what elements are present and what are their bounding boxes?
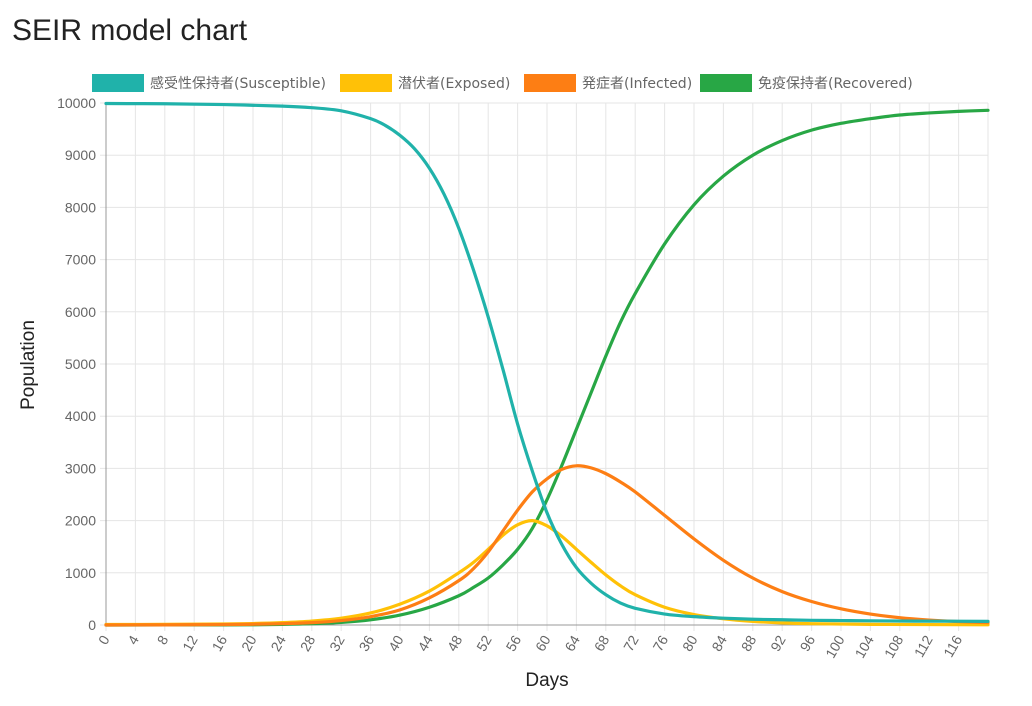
y-tick-label: 7000 xyxy=(65,252,96,268)
legend-item-susceptible[interactable]: 感受性保持者(Susceptible) xyxy=(92,74,326,92)
y-tick-label: 4000 xyxy=(65,408,96,424)
x-tick-label: 100 xyxy=(822,632,848,660)
legend-item-exposed[interactable]: 潜伏者(Exposed) xyxy=(340,74,510,92)
y-tick-label: 0 xyxy=(88,617,96,633)
series-line-recovered xyxy=(104,108,990,627)
x-tick-label: 84 xyxy=(708,632,730,654)
legend: 感受性保持者(Susceptible) 潜伏者(Exposed) 発症者(Infec… xyxy=(92,74,913,92)
y-tick-label: 10000 xyxy=(57,95,96,111)
legend-label: 感受性保持者(Susceptible) xyxy=(150,75,326,92)
series-line-susceptible xyxy=(104,101,990,623)
legend-label: 免疫保持者(Recovered) xyxy=(758,76,913,92)
x-tick-label: 56 xyxy=(503,632,525,654)
x-tick-label: 44 xyxy=(414,632,436,654)
x-tick-label: 16 xyxy=(209,632,231,654)
x-tick-label: 28 xyxy=(297,632,319,654)
legend-swatch xyxy=(92,74,144,92)
x-tick-label: 72 xyxy=(620,632,642,654)
x-tick-label: 104 xyxy=(851,632,877,660)
y-tick-label: 5000 xyxy=(65,356,96,372)
legend-swatch xyxy=(524,74,576,92)
x-tick-label: 96 xyxy=(797,632,819,654)
x-tick-label: 112 xyxy=(911,632,936,660)
y-tick-label: 6000 xyxy=(65,304,96,320)
legend-item-infected[interactable]: 発症者(Infected) xyxy=(524,74,692,92)
y-tick-label: 1000 xyxy=(65,565,96,581)
legend-label: 発症者(Infected) xyxy=(582,76,692,92)
legend-label: 潜伏者(Exposed) xyxy=(398,76,510,92)
y-tick-label: 9000 xyxy=(65,147,96,163)
x-tick-label: 92 xyxy=(767,632,789,654)
x-tick-label: 60 xyxy=(532,632,554,654)
legend-swatch xyxy=(340,74,392,92)
x-tick-label: 116 xyxy=(940,632,965,660)
x-tick-label: 80 xyxy=(679,632,701,654)
grid-lines xyxy=(100,102,989,631)
x-tick-label: 12 xyxy=(179,632,201,654)
y-tick-label: 3000 xyxy=(65,460,96,476)
legend-item-recovered[interactable]: 免疫保持者(Recovered) xyxy=(700,74,913,92)
x-tick-label: 36 xyxy=(356,632,378,654)
x-tick-label: 48 xyxy=(444,632,466,654)
x-tick-label: 64 xyxy=(561,632,583,654)
legend-swatch xyxy=(700,74,752,92)
x-tick-label: 88 xyxy=(738,632,760,654)
series-lines xyxy=(104,101,990,627)
x-tick-label: 20 xyxy=(238,632,260,654)
x-tick-label: 4 xyxy=(124,632,142,647)
x-tick-label: 24 xyxy=(267,632,289,654)
x-tick-label: 52 xyxy=(473,632,495,654)
x-tick-label: 32 xyxy=(326,632,348,654)
x-tick-label: 40 xyxy=(385,632,407,654)
y-tick-label: 2000 xyxy=(65,513,96,529)
x-tick-label: 76 xyxy=(650,632,672,654)
y-tick-label: 8000 xyxy=(65,199,96,215)
page-title: SEIR model chart xyxy=(12,14,248,47)
axes: 0 4 8 12 16 20 24 28 32 36 40 44 48 52 56 60 64 68 72 76 80 8… xyxy=(57,95,988,661)
x-tick-label: 8 xyxy=(154,632,172,647)
x-tick-label: 0 xyxy=(95,632,113,647)
series-line-infected xyxy=(104,464,990,627)
y-axis-title: Population xyxy=(18,320,39,410)
x-axis-title: Days xyxy=(525,670,568,691)
x-tick-label: 68 xyxy=(591,632,613,654)
x-tick-label: 108 xyxy=(881,632,907,660)
